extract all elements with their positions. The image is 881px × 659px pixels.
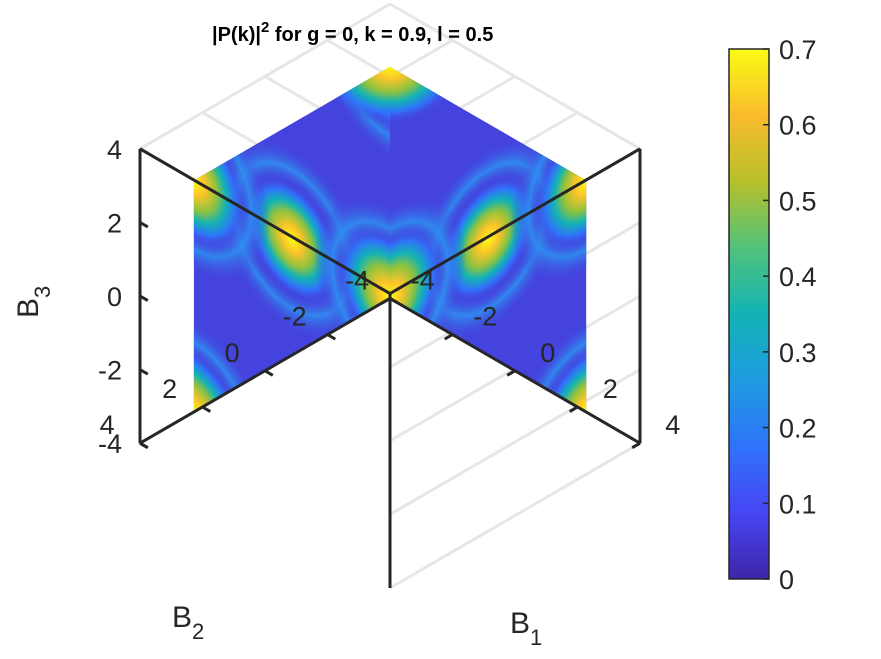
z-axis-label: B3 xyxy=(12,286,55,318)
z-tick-label: 0 xyxy=(107,282,122,312)
x-tick-label: 0 xyxy=(540,338,555,368)
z-tick-label: 2 xyxy=(107,208,122,238)
corner-peak-2 xyxy=(390,66,460,124)
colorbar-tick-label: 0.2 xyxy=(779,414,817,444)
x-tick-mark xyxy=(568,405,579,413)
colorbar-gradient xyxy=(728,48,770,580)
x-tick-mark xyxy=(506,369,516,377)
corner-peak-1 xyxy=(320,66,390,124)
y-tick-mark xyxy=(201,405,212,413)
y-tick-label: 2 xyxy=(162,374,177,404)
left-ring-4 xyxy=(313,66,390,169)
axis-labels: B1 B2 B3 xyxy=(12,286,542,650)
x-tick-mark xyxy=(631,441,641,450)
z-tick-mark xyxy=(139,221,149,229)
z-tick-label: -2 xyxy=(98,356,122,386)
colorbar-tick-label: 0 xyxy=(779,565,794,595)
x-tick-label: 2 xyxy=(603,374,618,404)
colorbar-tick-label: 0.6 xyxy=(779,111,817,141)
y-tick-label: 4 xyxy=(100,410,115,440)
z-tick-mark xyxy=(139,147,149,155)
colorbar-tick-label: 0.5 xyxy=(779,186,817,216)
z-tick-label: 4 xyxy=(107,135,122,165)
y-tick-mark xyxy=(326,333,337,341)
x-tick-label: -4 xyxy=(411,265,435,295)
y-tick-label: -4 xyxy=(345,265,369,295)
axis-edge-1 xyxy=(139,147,391,295)
title-text: |P(k)|2 for g = 0, k = 0.9, l = 0.5 xyxy=(212,19,493,46)
x-tick-label: 4 xyxy=(665,410,680,440)
x-tick-mark xyxy=(443,333,454,341)
z-tick-mark xyxy=(139,294,149,302)
grid-line xyxy=(389,368,641,516)
x-tick-label: -2 xyxy=(473,302,497,332)
chart-title: |P(k)|2 for g = 0, k = 0.9, l = 0.5 xyxy=(212,19,493,46)
axis-edge-2 xyxy=(389,147,641,295)
colorbar: 0 0.1 0.2 0.3 0.4 0.5 0.6 0.7 xyxy=(728,35,817,595)
y-tick-mark xyxy=(389,297,399,305)
grid-line xyxy=(389,2,641,151)
x-axis-label: B1 xyxy=(510,607,542,650)
z-tick-label: -4 xyxy=(98,429,122,459)
colorbar-tick-label: 0.7 xyxy=(779,35,817,65)
y-tick-label: 0 xyxy=(225,338,240,368)
colorbar-tick-label: 0.4 xyxy=(779,262,817,292)
y-tick-label: -2 xyxy=(283,302,307,332)
x-tick-mark xyxy=(381,297,391,305)
y-tick-mark xyxy=(264,369,274,377)
y-axis-label: B2 xyxy=(172,601,204,644)
colorbar-tick-label: 0.3 xyxy=(779,338,817,368)
left-ring-2 xyxy=(193,309,271,412)
z-tick-mark xyxy=(139,368,149,376)
colorbar-tick-label: 0.1 xyxy=(779,489,817,519)
z-tick-mark xyxy=(139,441,149,450)
grid-line xyxy=(389,441,641,590)
